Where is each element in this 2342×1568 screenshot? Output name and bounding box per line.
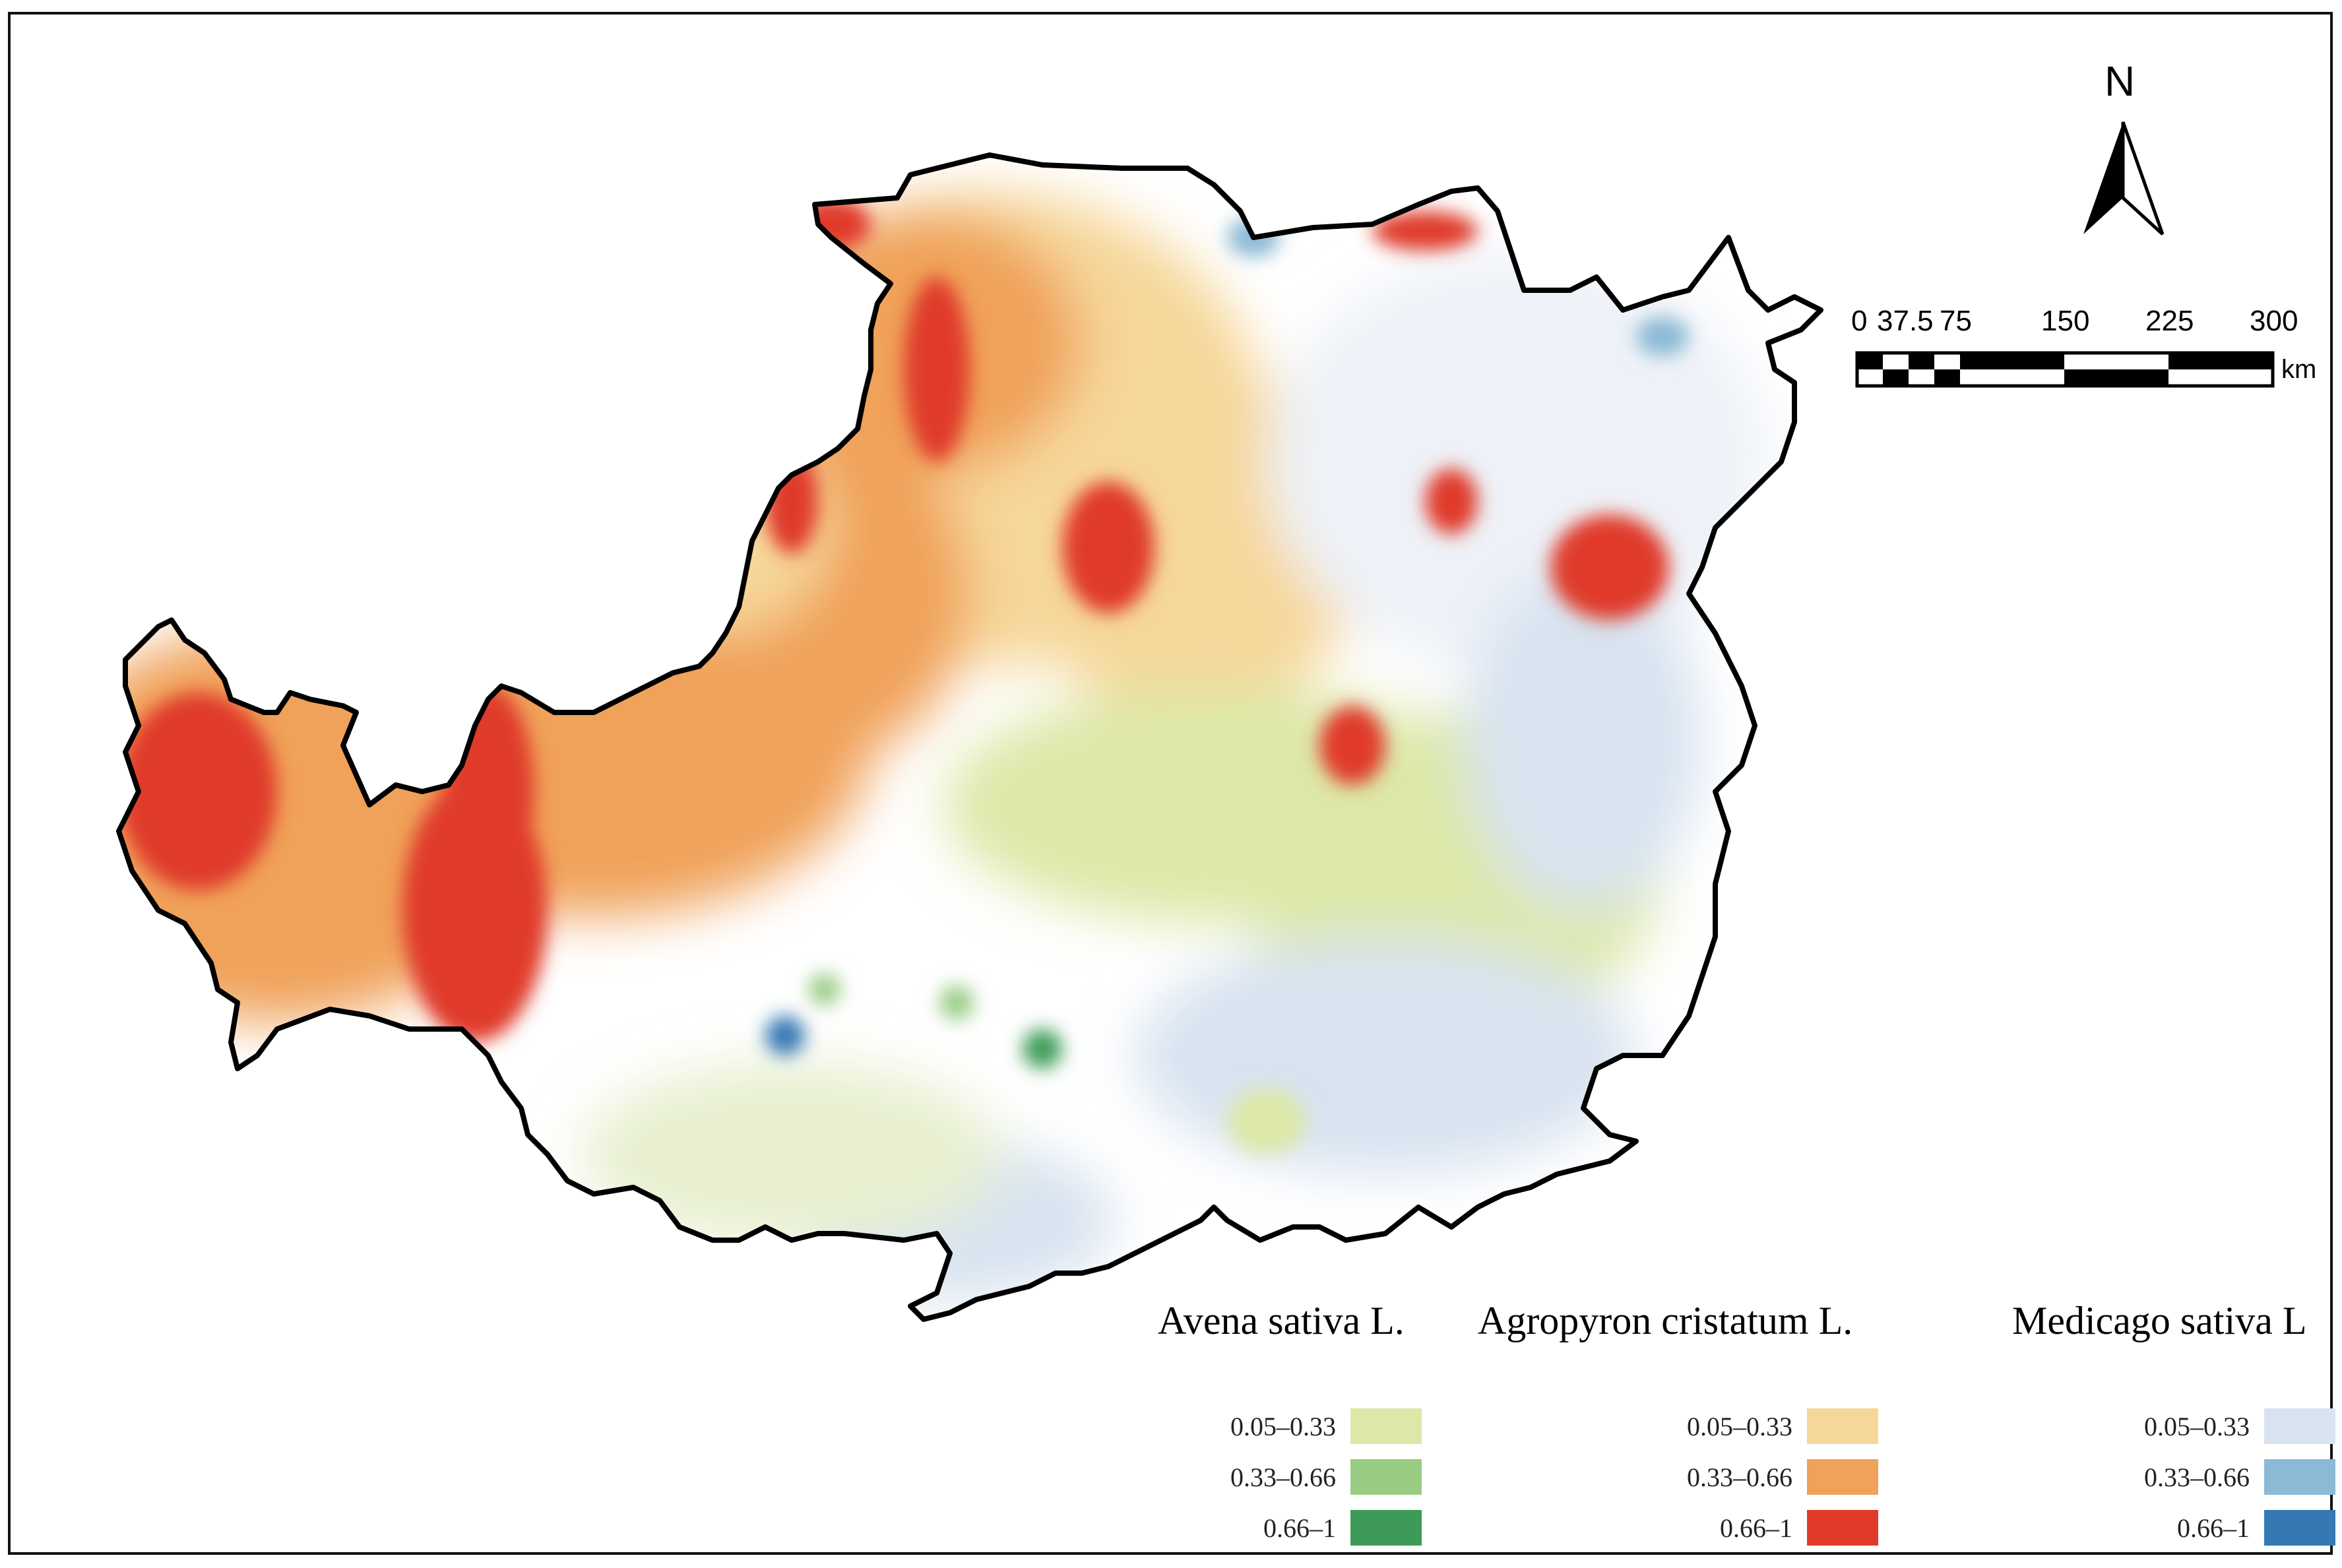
region-boundary: [116, 152, 1823, 1322]
legend-class-label: 0.66–1: [1263, 1513, 1336, 1543]
legend-swatch: [1350, 1408, 1422, 1444]
legend-class-label: 0.33–0.66: [1230, 1462, 1336, 1492]
north-label: N: [2105, 57, 2136, 105]
legend-row: 0.33–0.66: [2098, 1458, 2335, 1496]
map-frame: [8, 12, 2333, 1555]
legend-row: 0.05–0.33: [1641, 1407, 1878, 1445]
legend-row: 0.66–1: [2098, 1509, 2335, 1547]
legend-row: 0.05–0.33: [2098, 1407, 2335, 1445]
scale-tick-label: 300: [2250, 305, 2298, 337]
legend-row: 0.33–0.66: [1184, 1458, 1422, 1496]
legend-class-label: 0.05–0.33: [1230, 1411, 1336, 1441]
legend-class-label: 0.05–0.33: [2144, 1411, 2250, 1441]
legend-row: 0.33–0.66: [1641, 1458, 1878, 1496]
legend-swatch: [2264, 1408, 2335, 1444]
legend-row: 0.66–1: [1184, 1509, 1422, 1547]
scale-tick-label: 225: [2145, 305, 2194, 337]
legend-class-label: 0.66–1: [1720, 1513, 1792, 1543]
legend-row: 0.05–0.33: [1184, 1407, 1422, 1445]
legend-class-label: 0.33–0.66: [1687, 1462, 1792, 1492]
legend-swatch: [1807, 1408, 1878, 1444]
legend-swatch: [2264, 1459, 2335, 1495]
scale-tick-label: 0: [1851, 305, 1868, 337]
scale-tick-label: 37.5: [1877, 305, 1934, 337]
legend-title-agropyron: Agropyron cristatum L.: [1478, 1299, 1853, 1342]
legend-title-avena: Avena sativa L.: [1158, 1299, 1405, 1342]
legend-swatch: [1807, 1459, 1878, 1495]
north-arrow-icon: [2083, 121, 2165, 235]
legend-swatch: [2264, 1510, 2335, 1546]
legend-class-label: 0.05–0.33: [1687, 1411, 1792, 1441]
scale-unit: km: [2281, 355, 2317, 384]
scale-bar: [1855, 351, 2275, 388]
legend-title-medicago: Medicago sativa L: [2012, 1299, 2307, 1342]
legend-swatch: [1350, 1459, 1422, 1495]
scale-tick-label: 75: [1940, 305, 1972, 337]
legend-swatch: [1807, 1510, 1878, 1546]
suitability-surface: [119, 155, 1821, 1319]
legend-class-label: 0.33–0.66: [2144, 1462, 2250, 1492]
legend-class-label: 0.66–1: [2177, 1513, 2250, 1543]
legend-row: 0.66–1: [1641, 1509, 1878, 1547]
legend-swatch: [1350, 1510, 1422, 1546]
scale-tick-label: 150: [2041, 305, 2090, 337]
